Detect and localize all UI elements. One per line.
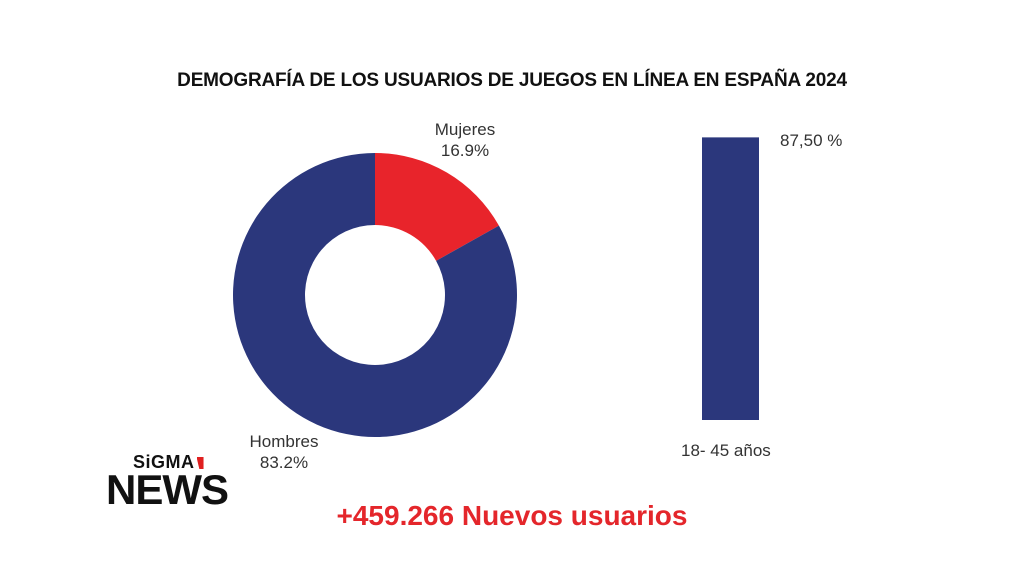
bar-value-label: 87,50 % (780, 131, 843, 150)
slice-name-hombres: Hombres (249, 432, 319, 451)
logo-news: NEWS (106, 466, 229, 513)
donut-slice-hombres (233, 153, 517, 437)
slice-label-hombres: Hombres 83.2% (234, 431, 334, 473)
slice-label-mujeres: Mujeres 16.9% (415, 119, 515, 161)
slice-name-mujeres: Mujeres (434, 120, 496, 139)
bar-18-45 (702, 137, 759, 420)
chart-title: DEMOGRAFÍA DE LOS USUARIOS DE JUEGOS EN … (177, 70, 847, 91)
new-users-footer: +459.266 Nuevos usuarios (336, 500, 688, 531)
donut-slice-mujeres (375, 153, 499, 261)
bar-category-label: 18- 45 años (681, 441, 771, 460)
logo-sigma-text: SiGMA (133, 452, 195, 472)
slice-value-hombres: 83.2% (259, 453, 309, 472)
logo-sigma: SiGMA (133, 452, 204, 473)
slice-value-mujeres: 16.9% (440, 141, 490, 160)
logo-mark-icon (196, 457, 204, 469)
